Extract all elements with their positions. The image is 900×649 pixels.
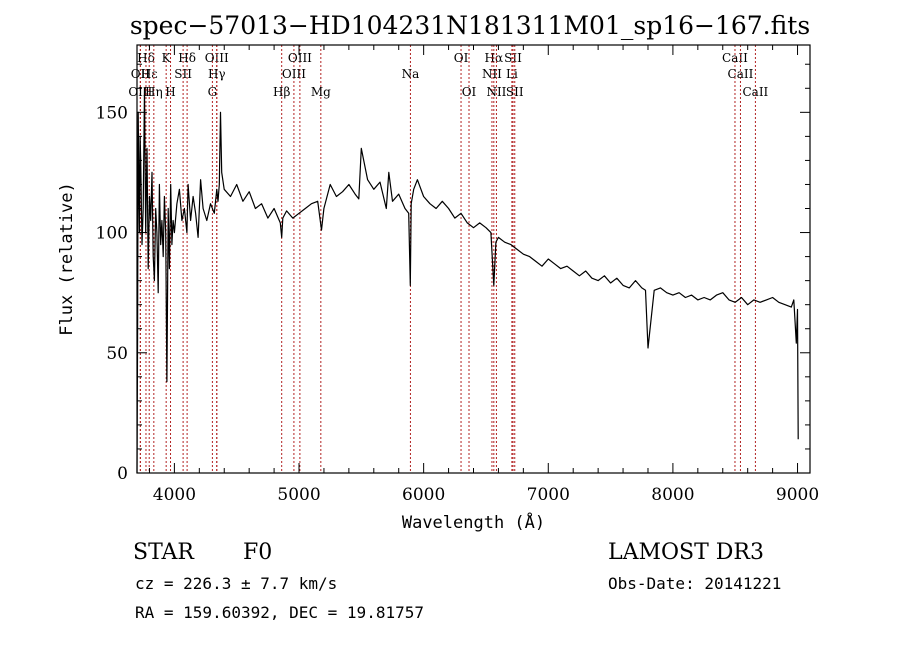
line-label-CaII: CaII	[728, 67, 754, 81]
x-tick-label: 7000	[527, 485, 570, 505]
plot-frame	[136, 44, 811, 474]
y-tick-label: 150	[96, 103, 128, 123]
y-axis-label: Flux (relative)	[57, 182, 77, 336]
x-tick-label: 8000	[651, 485, 694, 505]
observation-date: Obs-Date: 20141221	[608, 574, 782, 593]
line-label-NII: NII	[486, 85, 506, 99]
line-label-CaII: CaII	[742, 85, 768, 99]
line-label-OI: OI	[462, 85, 477, 99]
spectrum-line	[136, 87, 799, 474]
line-label-OI: OI	[454, 51, 469, 65]
line-label-SII: SII	[174, 67, 192, 81]
line-label-OIII: OIII	[128, 85, 152, 99]
x-tick-label: 6000	[402, 485, 445, 505]
y-tick-label: 100	[96, 224, 128, 244]
redshift-velocity: cz = 226.3 ± 7.7 km/s	[135, 574, 338, 593]
y-tick-label: 0	[117, 464, 128, 484]
line-label-G: G	[208, 85, 218, 99]
survey-name: LAMOST DR3	[608, 540, 764, 565]
line-label-Mg: Mg	[311, 85, 331, 99]
line-label-Hδ: Hδ	[137, 51, 155, 65]
line-label-H: H	[165, 85, 175, 99]
line-label-CaII: CaII	[722, 51, 748, 65]
y-tick-label: 50	[106, 344, 128, 364]
line-label-Hβ: Hβ	[273, 85, 290, 99]
line-label-Hδ: Hδ	[178, 51, 196, 65]
line-label-SII: SII	[506, 85, 524, 99]
coordinates: RA = 159.60392, DEC = 19.81757	[135, 603, 424, 622]
line-label-OIII: OIII	[282, 67, 306, 81]
line-label-Hγ: Hγ	[208, 67, 226, 81]
line-label-Li: Li	[506, 67, 518, 81]
line-label-OIII: OIII	[288, 51, 312, 65]
line-label-Hε: Hε	[141, 67, 158, 81]
line-label-K: K	[162, 51, 172, 65]
x-tick-label: 5000	[277, 485, 320, 505]
line-label-Na: Na	[402, 67, 420, 81]
chart-title: spec−57013−HD104231N181311M01_sp16−167.f…	[130, 11, 810, 40]
x-tick-label: 9000	[776, 485, 819, 505]
x-axis-label: Wavelength (Å)	[402, 511, 545, 533]
object-class: STAR	[133, 540, 194, 565]
line-label-SII: SII	[504, 51, 522, 65]
line-label-Hη: Hη	[145, 85, 163, 99]
line-label-Hα: Hα	[485, 51, 504, 65]
line-label-NII: NII	[482, 67, 502, 81]
x-tick-label: 4000	[153, 485, 196, 505]
object-subclass: F0	[243, 540, 273, 565]
